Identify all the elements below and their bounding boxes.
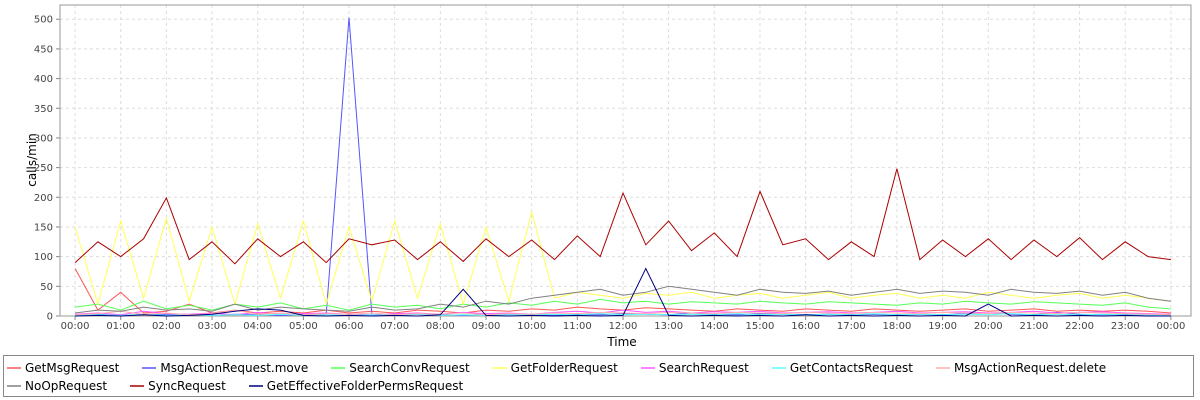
legend-item: GetFolderRequest (492, 359, 618, 377)
series-line (75, 285, 1171, 314)
x-tick-label: 02:00 (152, 321, 181, 332)
x-tick-label: 06:00 (335, 321, 364, 332)
plot-area (59, 4, 1192, 317)
x-tick-label: 17:00 (837, 321, 866, 332)
x-tick-label: 09:00 (472, 321, 501, 332)
x-tick-label: 08:00 (426, 321, 455, 332)
legend-item: SyncRequest (129, 377, 226, 395)
legend-item: GetContactsRequest (771, 359, 913, 377)
legend-swatch (142, 367, 157, 369)
y-tick-label: 400 (34, 74, 53, 85)
x-tick-label: 22:00 (1065, 321, 1094, 332)
legend-swatch (7, 385, 21, 387)
legend-item: SearchConvRequest (330, 359, 470, 377)
x-tick-label: 15:00 (746, 321, 775, 332)
legend-item: GetMsgRequest (6, 359, 119, 377)
legend-swatch (130, 385, 145, 387)
y-tick-label: 450 (34, 44, 53, 55)
series-line (74, 210, 1171, 306)
y-tick-label: 200 (34, 193, 53, 204)
x-tick-label: 18:00 (883, 321, 912, 332)
x-tick-label: 03:00 (198, 321, 227, 332)
legend-label: NoOpRequest (25, 379, 108, 393)
legend-label: MsgActionRequest.delete (953, 361, 1107, 375)
x-tick-label: 07:00 (380, 321, 409, 332)
legend-label: GetFolderRequest (510, 361, 618, 375)
plot-area (59, 4, 1192, 317)
x-tick-label: 10:00 (517, 321, 546, 332)
x-tick-label: 19:00 (928, 321, 957, 332)
series-line (75, 267, 1171, 317)
x-tick-label: 01:00 (106, 321, 135, 332)
x-tick-label: 21:00 (1020, 321, 1049, 332)
legend-item: GetEffectiveFolderPermsRequest (248, 377, 463, 395)
y-tick-label: 250 (34, 163, 53, 174)
y-axis-title: calls/min (25, 133, 39, 187)
series-line (75, 298, 1171, 311)
legend-label: SearchRequest (658, 361, 749, 375)
y-tick-label: 50 (40, 282, 53, 293)
legend-label: MsgActionRequest.move (160, 361, 309, 375)
legend-label: GetEffectiveFolderPermsRequest (266, 379, 464, 393)
series-line (75, 309, 1171, 316)
legend-label: GetContactsRequest (789, 361, 913, 375)
legend-item: SearchRequest (640, 359, 749, 377)
y-tick-label: 0 (47, 312, 53, 323)
legend-item: MsgActionRequest.move (141, 359, 308, 377)
x-tick-label: 00:00 (61, 321, 90, 332)
x-tick-label: 00:00 (1156, 321, 1185, 332)
legend-item: MsgActionRequest.delete (935, 359, 1106, 377)
legend-swatch (640, 367, 655, 369)
y-tick-label: 350 (34, 104, 53, 115)
legend-swatch (248, 385, 263, 387)
legend-swatch (492, 367, 507, 369)
y-tick-label: 100 (34, 252, 53, 263)
x-tick-label: 11:00 (563, 321, 592, 332)
legend-item: NoOpRequest (6, 377, 107, 395)
legend-label: SearchConvRequest (349, 361, 470, 375)
x-tick-label: 12:00 (609, 321, 638, 332)
legend-swatch (331, 367, 346, 369)
x-tick-label: 16:00 (791, 321, 820, 332)
legend-swatch (7, 367, 21, 369)
x-tick-label: 13:00 (654, 321, 683, 332)
y-tick-label: 500 (34, 15, 53, 26)
x-tick-label: 14:00 (700, 321, 729, 332)
x-tick-label: 20:00 (974, 321, 1003, 332)
y-tick-label: 300 (34, 133, 53, 144)
x-tick-label: 04:00 (243, 321, 272, 332)
x-tick-label: 23:00 (1111, 321, 1140, 332)
legend-swatch (935, 367, 950, 369)
series-line (74, 168, 1171, 265)
y-tick-label: 150 (34, 222, 53, 233)
chart: Time calls/min 0 50 100 150 200 250 300 350 400 4… (25, 4, 1192, 349)
legend: GetMsgRequest MsgActionRequest.move Search… (3, 355, 1194, 397)
series-line (75, 309, 1171, 316)
legend-swatch (771, 367, 786, 369)
x-tick-label: 05:00 (289, 321, 318, 332)
x-axis-title: Time (606, 335, 636, 349)
legend-label: GetMsgRequest (25, 361, 120, 375)
legend-label: SyncRequest (148, 379, 226, 393)
